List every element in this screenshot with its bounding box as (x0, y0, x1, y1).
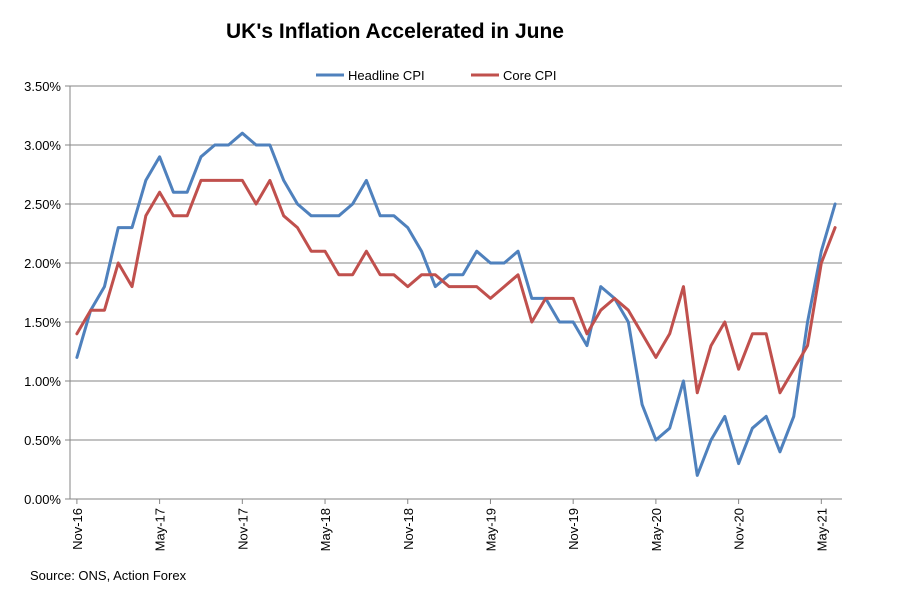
x-tick-label: Nov-19 (566, 508, 581, 550)
y-axis: 0.00% 0.50% 1.00% 1.50% 2.00% 2.50% 3.00% 3.50% (24, 79, 71, 507)
series-line-core-cpi (75, 178, 837, 395)
chart-title: UK's Inflation Accelerated in June (226, 20, 564, 43)
legend-label-core-cpi: Core CPI (503, 68, 556, 83)
x-tick-label: Nov-18 (401, 508, 416, 550)
x-tick-label: Nov-20 (732, 508, 747, 550)
x-tick-label: May-19 (483, 508, 498, 551)
x-axis: Nov-16 May-17 Nov-17 May-18 Nov-18 May-19 Nov-… (70, 498, 842, 551)
x-tick-label: Nov-16 (70, 508, 85, 550)
series-lines (75, 131, 837, 477)
x-tick-label: Nov-17 (235, 508, 250, 550)
series-line-headline-cpi (75, 131, 837, 477)
y-tick-label: 3.50% (24, 79, 61, 94)
source-note: Source: ONS, Action Forex (30, 568, 187, 583)
y-tick-label: 2.00% (24, 256, 61, 271)
x-tick-label: May-17 (153, 508, 168, 551)
gridlines (70, 85, 842, 441)
x-tick-label: May-21 (814, 508, 829, 551)
legend-label-headline-cpi: Headline CPI (348, 68, 425, 83)
legend: Headline CPI Core CPI (316, 68, 556, 83)
x-tick-label: May-20 (649, 508, 664, 551)
y-tick-label: 1.50% (24, 315, 61, 330)
y-tick-label: 0.50% (24, 433, 61, 448)
y-tick-label: 0.00% (24, 492, 61, 507)
y-tick-label: 2.50% (24, 197, 61, 212)
x-tick-label: May-18 (318, 508, 333, 551)
y-tick-label: 1.00% (24, 374, 61, 389)
y-tick-label: 3.00% (24, 138, 61, 153)
